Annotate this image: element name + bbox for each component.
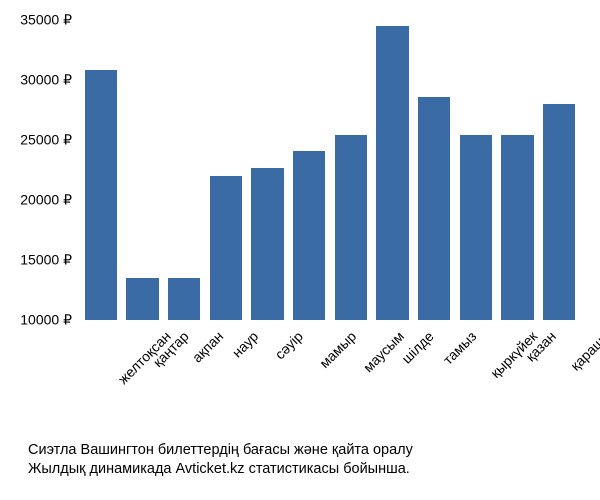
chart-container: 10000 ₽ 15000 ₽ 20000 ₽ 25000 ₽ 30000 ₽ 35000… bbox=[0, 0, 600, 500]
bar-slot bbox=[247, 20, 289, 320]
y-tick-label: 25000 ₽ bbox=[20, 132, 72, 149]
bar bbox=[210, 176, 243, 320]
bar bbox=[460, 135, 493, 320]
x-tick-label: қараша bbox=[567, 328, 600, 374]
y-tick-label: 15000 ₽ bbox=[20, 252, 72, 269]
bar-slot bbox=[538, 20, 580, 320]
caption-line-1: Сиэтла Вашингтон билеттердің бағасы және… bbox=[28, 441, 588, 461]
x-label-slot: мамыр bbox=[288, 322, 330, 432]
bars-group bbox=[80, 20, 580, 320]
bar bbox=[126, 278, 159, 320]
bar-slot bbox=[163, 20, 205, 320]
bar bbox=[543, 104, 576, 320]
y-axis: 10000 ₽15000 ₽20000 ₽25000 ₽30000 ₽35000… bbox=[0, 20, 80, 320]
x-label-slot: қазан bbox=[497, 322, 539, 432]
bar-slot bbox=[122, 20, 164, 320]
bar-slot bbox=[455, 20, 497, 320]
x-label-slot: ақпан bbox=[163, 322, 205, 432]
x-label-slot: сәуір bbox=[247, 322, 289, 432]
bar bbox=[501, 135, 534, 320]
y-tick-label: 20000 ₽ bbox=[20, 192, 72, 209]
bar bbox=[251, 168, 284, 320]
plot-area bbox=[80, 20, 580, 320]
x-label-slot: наур bbox=[205, 322, 247, 432]
bar bbox=[376, 26, 409, 320]
bar-slot bbox=[413, 20, 455, 320]
x-label-slot: тамыз bbox=[413, 322, 455, 432]
y-tick-label: 10000 ₽ bbox=[20, 312, 72, 329]
x-label-slot: желтоқсан bbox=[80, 322, 122, 432]
bar-slot bbox=[497, 20, 539, 320]
x-label-slot: маусым bbox=[330, 322, 372, 432]
x-label-slot: қараша bbox=[538, 322, 580, 432]
bar-slot bbox=[330, 20, 372, 320]
x-label-slot: қаңтар bbox=[122, 322, 164, 432]
bar-slot bbox=[205, 20, 247, 320]
bar bbox=[85, 70, 118, 320]
x-label-slot: қыркүйек bbox=[455, 322, 497, 432]
y-tick-label: 35000 ₽ bbox=[20, 12, 72, 29]
bar bbox=[168, 278, 201, 320]
bar bbox=[293, 151, 326, 320]
y-tick-label: 30000 ₽ bbox=[20, 72, 72, 89]
caption-line-2: Жылдық динамикада Avticket.kz статистика… bbox=[28, 460, 588, 480]
bar-slot bbox=[80, 20, 122, 320]
bar-slot bbox=[288, 20, 330, 320]
bar bbox=[335, 135, 368, 320]
caption: Сиэтла Вашингтон билеттердің бағасы және… bbox=[28, 441, 588, 480]
x-axis-labels: желтоқсанқаңтарақпаннаурсәуірмамырмаусым… bbox=[80, 322, 580, 432]
bar bbox=[418, 97, 451, 320]
bar-slot bbox=[372, 20, 414, 320]
x-label-slot: шілде bbox=[372, 322, 414, 432]
